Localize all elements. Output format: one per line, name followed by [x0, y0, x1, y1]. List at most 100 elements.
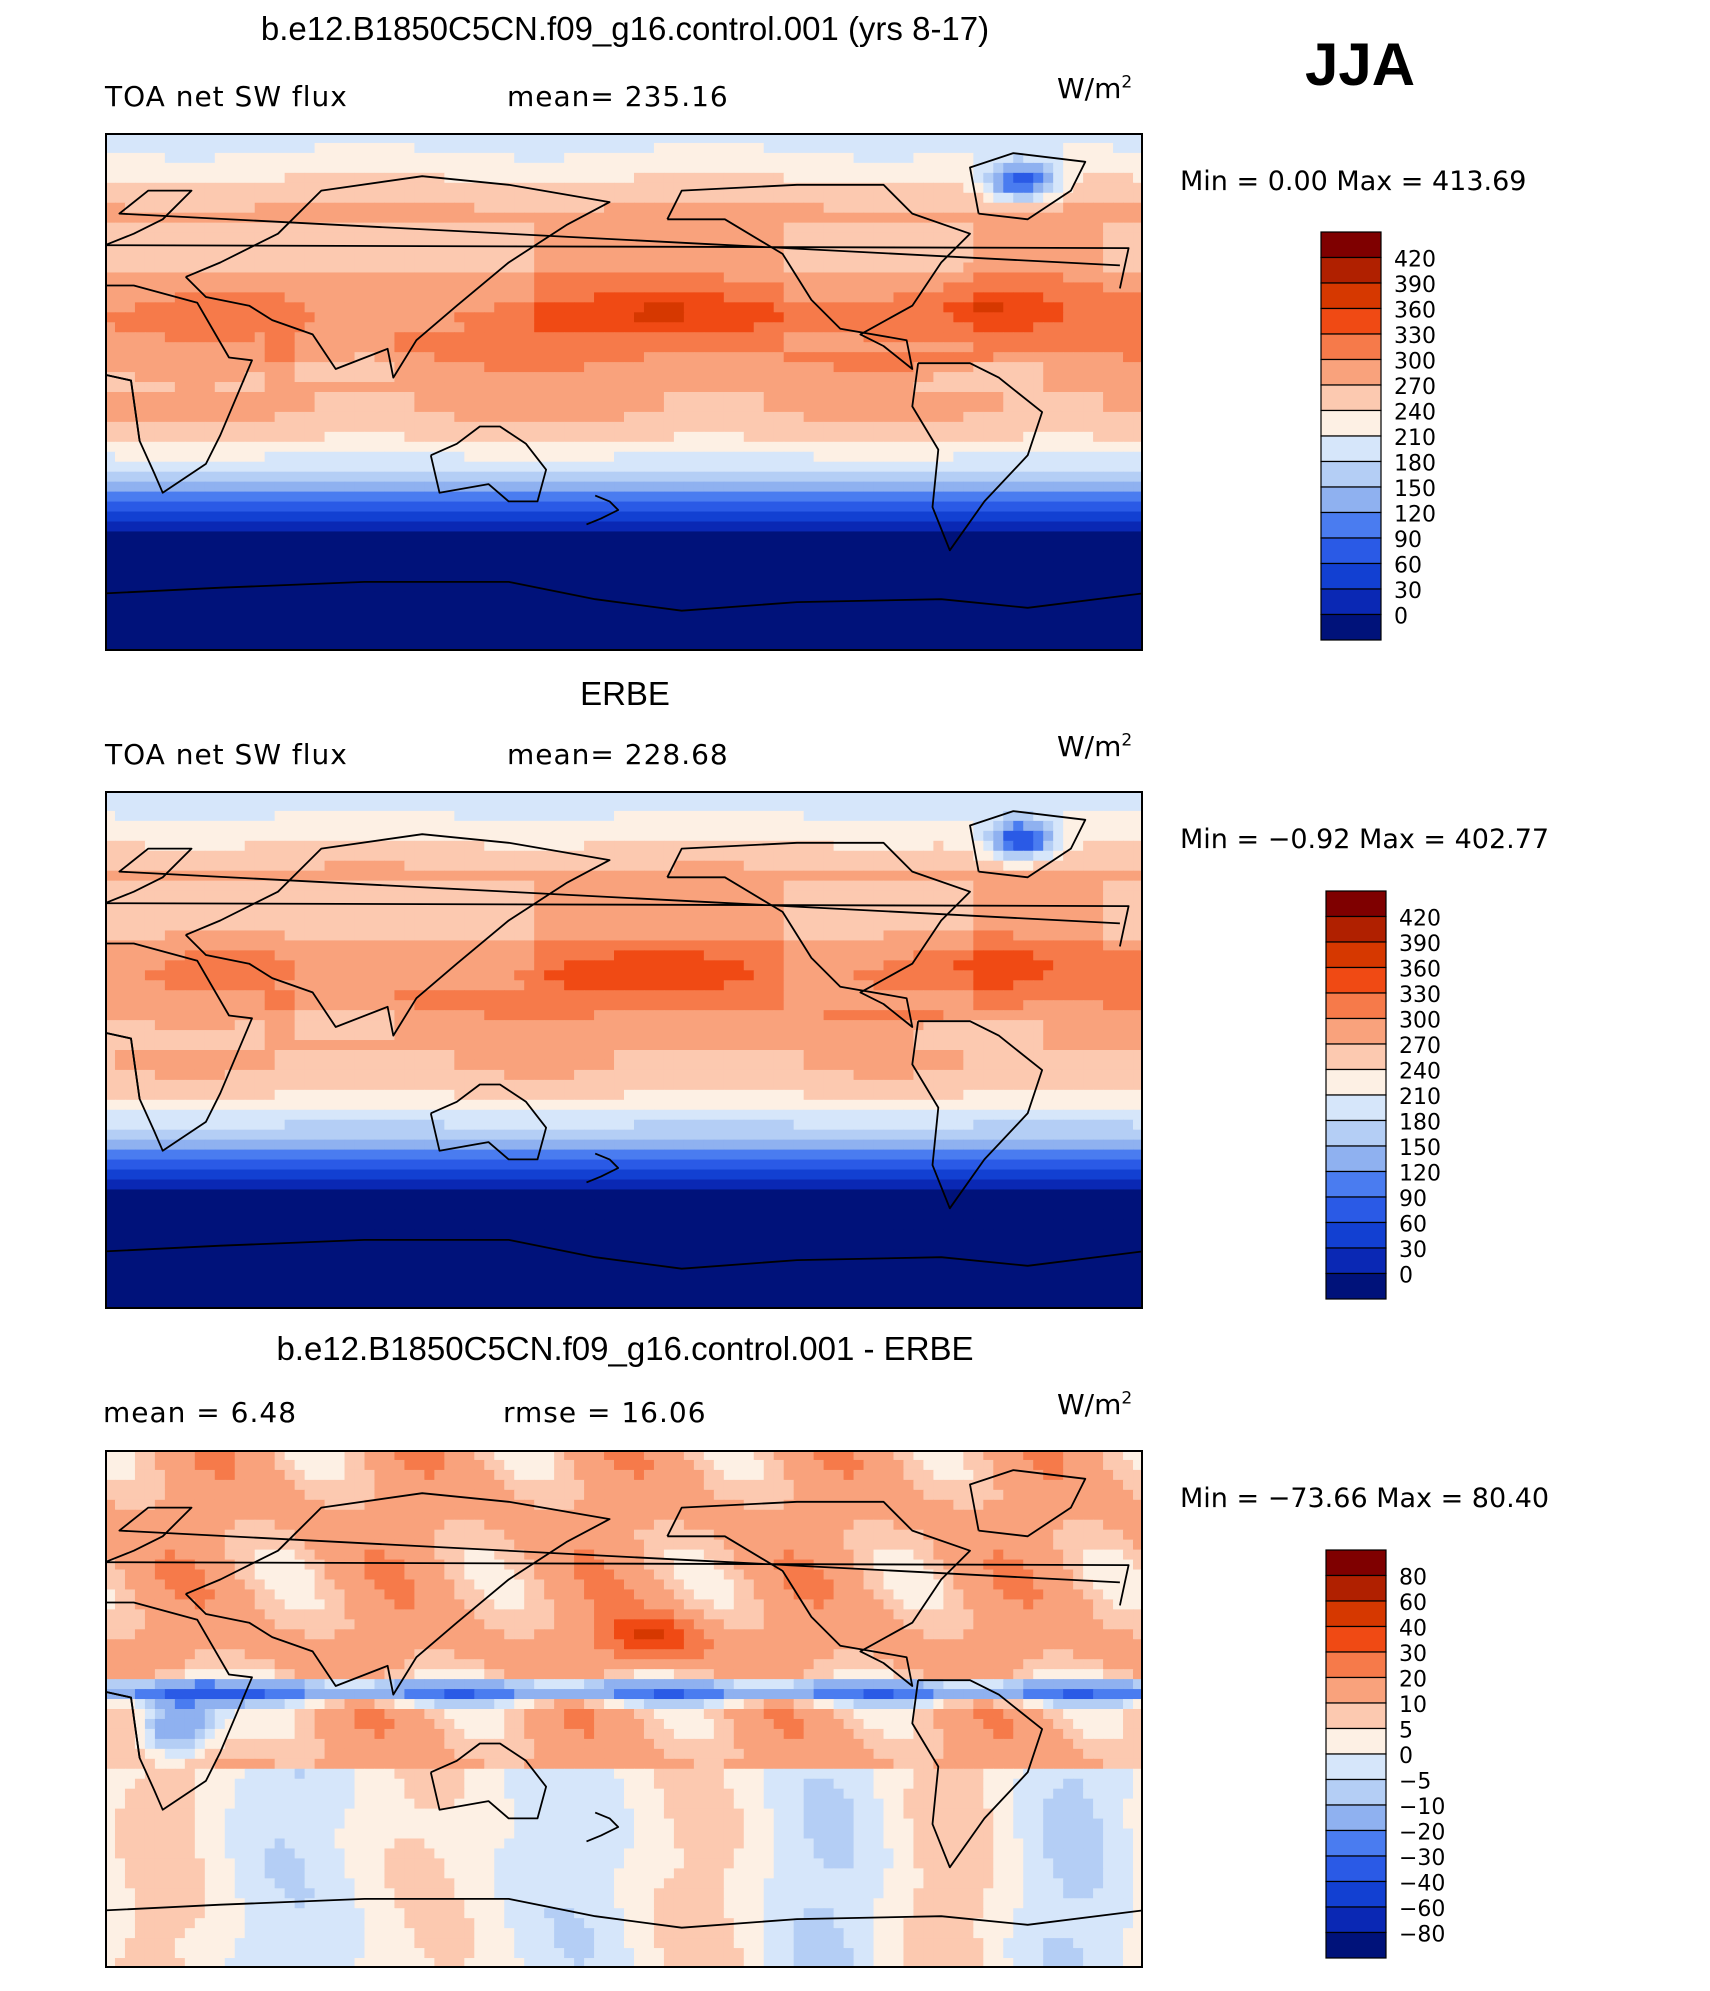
- panel-3-rmse-label: rmse = 16.06: [503, 1396, 707, 1429]
- colorbar-segment: [1325, 1855, 1387, 1883]
- panel-3-map: [105, 1450, 1143, 1968]
- colorbar-tick-label: 5: [1399, 1719, 1413, 1744]
- colorbar-tick-label: 390: [1394, 273, 1436, 298]
- colorbar-tick-label: 0: [1399, 1744, 1413, 1769]
- colorbar-segment: [1325, 1906, 1387, 1934]
- colorbar-segment: [1325, 1778, 1387, 1806]
- colorbar-segment: [1325, 1676, 1387, 1704]
- colorbar-segment: [1320, 435, 1382, 463]
- colorbar-tick-label: 90: [1394, 528, 1422, 553]
- colorbar-segment: [1325, 1702, 1387, 1730]
- panel-1-map: [105, 133, 1143, 651]
- colorbar-tick-label: −40: [1399, 1872, 1445, 1897]
- season-label: JJA: [1305, 31, 1416, 98]
- colorbar-segment: [1320, 537, 1382, 565]
- colorbar-tick-label: 300: [1394, 350, 1436, 375]
- colorbar-segment: [1325, 992, 1387, 1020]
- colorbar-tick-label: 60: [1394, 554, 1422, 579]
- colorbar-segment: [1320, 307, 1382, 335]
- colorbar-segment: [1325, 1931, 1387, 1959]
- colorbar-tick-label: 360: [1399, 958, 1441, 983]
- colorbar-tick-label: −60: [1399, 1897, 1445, 1922]
- colorbar-tick-label: 210: [1399, 1085, 1441, 1110]
- panel-1-mean-label: mean= 235.16: [507, 80, 729, 113]
- panel-3-title: b.e12.B1850C5CN.f09_g16.control.001 - ER…: [276, 1330, 974, 1367]
- panel-2-mean-label: mean= 228.68: [507, 738, 729, 771]
- colorbar-segment: [1325, 1549, 1387, 1577]
- panel-2-title: ERBE: [580, 675, 670, 712]
- panel-1-map-svg: [105, 133, 1143, 651]
- map-frame: [105, 1450, 1143, 1968]
- colorbar-tick-label: 180: [1394, 452, 1436, 477]
- colorbar-tick-label: −10: [1399, 1795, 1445, 1820]
- colorbar-tick-label: 360: [1394, 299, 1436, 324]
- panel-3-map-svg: [105, 1450, 1143, 1968]
- colorbar-segment: [1320, 588, 1382, 616]
- colorbar-tick-label: 330: [1399, 983, 1441, 1008]
- colorbar-segment: [1320, 562, 1382, 590]
- colorbar-tick-label: 240: [1394, 401, 1436, 426]
- colorbar-tick-label: 90: [1399, 1187, 1427, 1212]
- panel-2-variable-label: TOA net SW flux: [105, 738, 348, 771]
- panel-1-units: W/m2: [1057, 72, 1133, 105]
- colorbar-tick-label: 0: [1399, 1264, 1413, 1289]
- colorbar-segment: [1325, 1043, 1387, 1071]
- colorbar-segment: [1325, 1804, 1387, 1832]
- colorbar-tick-label: 40: [1399, 1617, 1427, 1642]
- panel-1-variable-label: TOA net SW flux: [105, 80, 348, 113]
- colorbar-tick-label: −30: [1399, 1846, 1445, 1871]
- colorbar-segment: [1320, 460, 1382, 488]
- colorbar-segment: [1325, 1880, 1387, 1908]
- colorbar-segment: [1325, 1272, 1387, 1300]
- colorbar-tick-label: 270: [1394, 375, 1436, 400]
- colorbar-tick-label: 270: [1399, 1034, 1441, 1059]
- colorbar-tick-label: 210: [1394, 426, 1436, 451]
- colorbar-segment: [1325, 1651, 1387, 1679]
- colorbar-segment: [1325, 1829, 1387, 1857]
- colorbar-segment: [1320, 511, 1382, 539]
- panel-1-title: b.e12.B1850C5CN.f09_g16.control.001 (yrs…: [260, 10, 990, 47]
- colorbar-tick-label: 420: [1394, 248, 1436, 273]
- panel-2-map: [105, 791, 1143, 1309]
- map-frame: [105, 791, 1143, 1309]
- colorbar-tick-label: −20: [1399, 1821, 1445, 1846]
- colorbar-segment: [1325, 1017, 1387, 1045]
- colorbar-segment: [1325, 1145, 1387, 1173]
- colorbar-segment: [1325, 890, 1387, 918]
- colorbar-tick-label: 80: [1399, 1566, 1427, 1591]
- panel-3-minmax: Min = −73.66 Max = 80.40: [1180, 1483, 1550, 1514]
- colorbar-segment: [1325, 1094, 1387, 1122]
- colorbar-tick-label: 330: [1394, 324, 1436, 349]
- colorbar-tick-label: 120: [1399, 1162, 1441, 1187]
- colorbar-tick-label: 150: [1399, 1136, 1441, 1161]
- colorbar-segment: [1325, 1727, 1387, 1755]
- colorbar-segment: [1325, 966, 1387, 994]
- panel-2-map-svg: [105, 791, 1143, 1309]
- colorbar-segment: [1320, 613, 1382, 641]
- colorbar-segment: [1320, 486, 1382, 514]
- panel-1-colorbar: 420 390 360 330 300 270 240 210 180 150 120 90 60 30 0: [1320, 231, 1490, 643]
- colorbar-tick-label: 0: [1394, 605, 1408, 630]
- colorbar-segment: [1325, 1625, 1387, 1653]
- colorbar-segment: [1325, 1170, 1387, 1198]
- colorbar-segment: [1325, 1221, 1387, 1249]
- colorbar-segment: [1325, 915, 1387, 943]
- colorbar-segment: [1320, 358, 1382, 386]
- colorbar-tick-label: 180: [1399, 1111, 1441, 1136]
- panel-2-minmax: Min = −0.92 Max = 402.77: [1180, 824, 1550, 855]
- colorbar-segment: [1325, 1068, 1387, 1096]
- colorbar-segment: [1325, 1119, 1387, 1147]
- colorbar-tick-label: 10: [1399, 1693, 1427, 1718]
- colorbar-segment: [1325, 1600, 1387, 1628]
- panel-3-units: W/m2: [1057, 1388, 1133, 1421]
- colorbar-tick-label: 20: [1399, 1668, 1427, 1693]
- colorbar-segment: [1325, 1247, 1387, 1275]
- colorbar-tick-label: 30: [1399, 1238, 1427, 1263]
- colorbar-tick-label: 420: [1399, 907, 1441, 932]
- colorbar-segment: [1320, 409, 1382, 437]
- panel-3-mean-label: mean = 6.48: [103, 1396, 298, 1429]
- colorbar-tick-label: −80: [1399, 1923, 1445, 1948]
- colorbar-tick-label: 240: [1399, 1060, 1441, 1085]
